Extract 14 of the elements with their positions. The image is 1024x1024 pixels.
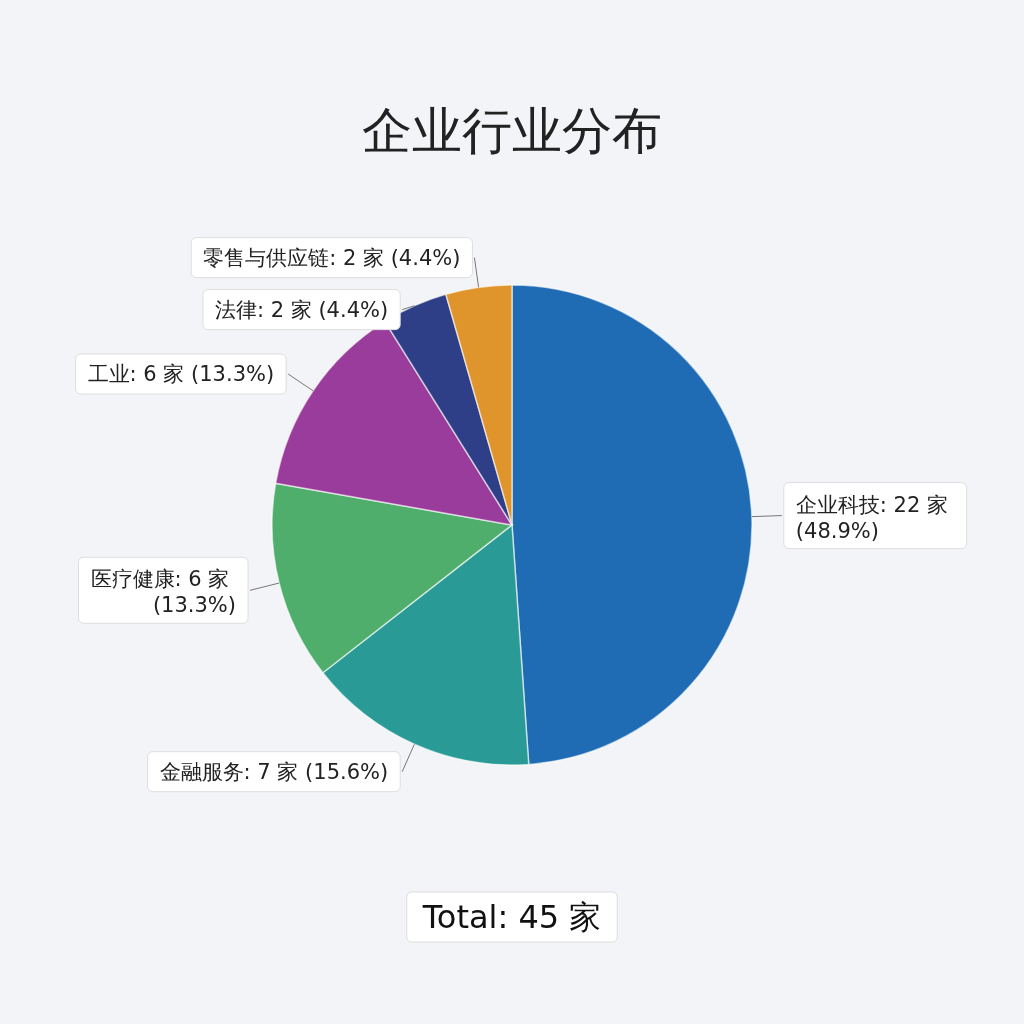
- slice-label: 法律: 2 家 (4.4%): [214, 297, 389, 322]
- chart-title: 企业行业分布: [362, 102, 662, 160]
- annotation: Total: 45 家: [406, 891, 618, 943]
- label: 零售与供应链: 2 家 (4.4%): [190, 237, 480, 288]
- label: 医疗健康: 6 家 (13.3%): [78, 556, 280, 624]
- label: 金融服务: 7 家 (15.6%): [147, 743, 415, 793]
- label: 工业: 6 家 (13.3%): [75, 353, 314, 395]
- slice-label: 金融服务: 7 家 (15.6%): [159, 759, 389, 784]
- slice-label: 零售与供应链: 2 家 (4.4%): [203, 245, 461, 270]
- label: 法律: 2 家 (4.4%): [202, 289, 415, 331]
- slice-label: 工业: 6 家 (13.3%): [87, 362, 275, 387]
- slice-label: 企业科技: 22 家 (48.9%): [795, 492, 955, 543]
- slice-label: 医疗健康: 6 家 (13.3%): [90, 567, 237, 618]
- label: 企业科技: 22 家 (48.9%): [751, 482, 968, 550]
